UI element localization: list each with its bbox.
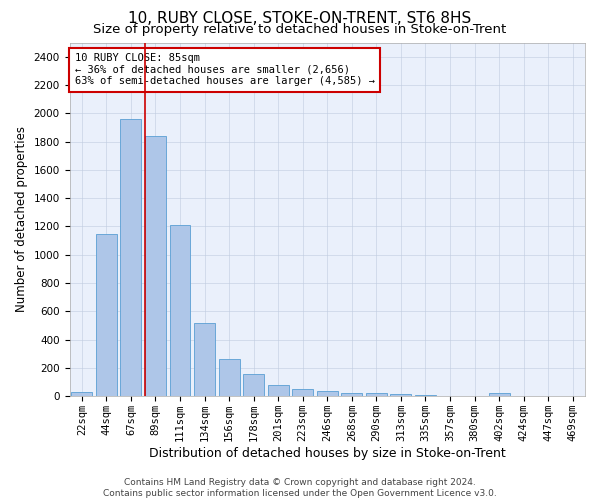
Bar	[292, 389, 313, 396]
Text: Contains HM Land Registry data © Crown copyright and database right 2024.
Contai: Contains HM Land Registry data © Crown c…	[103, 478, 497, 498]
Bar	[194, 324, 215, 396]
Text: Size of property relative to detached houses in Stoke-on-Trent: Size of property relative to detached ho…	[94, 22, 506, 36]
Bar	[488, 394, 509, 396]
Bar	[366, 394, 387, 396]
Text: 10 RUBY CLOSE: 85sqm
← 36% of detached houses are smaller (2,656)
63% of semi-de: 10 RUBY CLOSE: 85sqm ← 36% of detached h…	[74, 53, 374, 86]
Bar	[145, 136, 166, 396]
Bar	[268, 385, 289, 396]
Y-axis label: Number of detached properties: Number of detached properties	[15, 126, 28, 312]
Bar	[121, 119, 142, 396]
Bar	[317, 390, 338, 396]
Bar	[243, 374, 264, 396]
Bar	[391, 394, 412, 396]
Bar	[170, 225, 190, 396]
Bar	[415, 395, 436, 396]
X-axis label: Distribution of detached houses by size in Stoke-on-Trent: Distribution of detached houses by size …	[149, 447, 506, 460]
Bar	[96, 234, 117, 396]
Bar	[218, 359, 239, 397]
Text: 10, RUBY CLOSE, STOKE-ON-TRENT, ST6 8HS: 10, RUBY CLOSE, STOKE-ON-TRENT, ST6 8HS	[128, 11, 472, 26]
Bar	[341, 394, 362, 396]
Bar	[71, 392, 92, 396]
